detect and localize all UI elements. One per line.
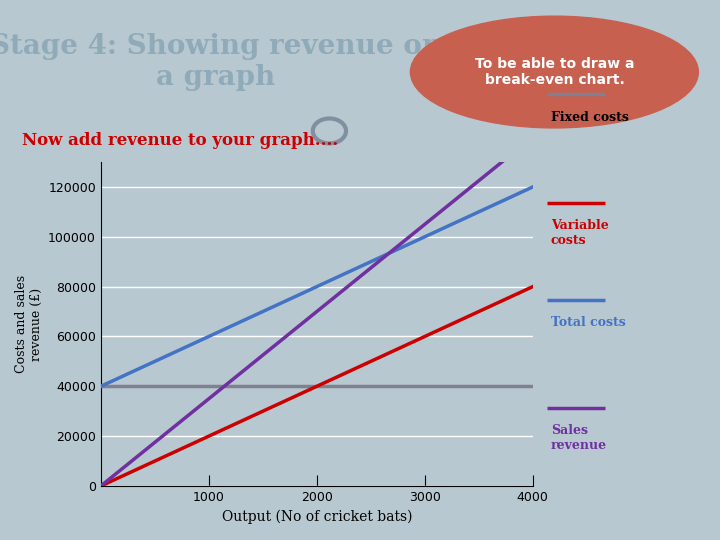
Text: Stage 4: Showing revenue on
a graph: Stage 4: Showing revenue on a graph	[0, 33, 442, 91]
Text: Now add revenue to your graph....: Now add revenue to your graph....	[22, 132, 338, 149]
Ellipse shape	[410, 16, 698, 128]
Y-axis label: Costs and sales
revenue (£): Costs and sales revenue (£)	[14, 275, 42, 373]
Text: Variable
costs: Variable costs	[551, 219, 608, 247]
Text: To be able to draw a
break-even chart.: To be able to draw a break-even chart.	[474, 57, 634, 87]
Text: Fixed costs: Fixed costs	[551, 111, 629, 124]
X-axis label: Output (No of cricket bats): Output (No of cricket bats)	[222, 509, 412, 524]
Text: Sales
revenue: Sales revenue	[551, 424, 607, 452]
Text: Total costs: Total costs	[551, 316, 626, 329]
